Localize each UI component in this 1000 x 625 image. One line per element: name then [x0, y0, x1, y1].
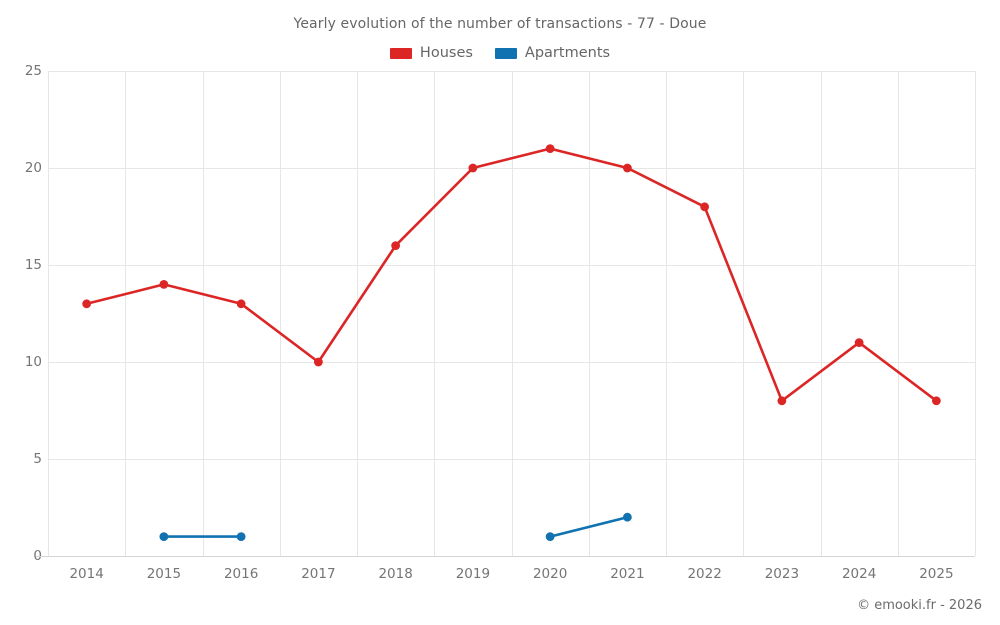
gridline-vertical [666, 71, 667, 556]
chart-legend: Houses Apartments [0, 45, 1000, 61]
x-axis-line [36, 556, 975, 557]
x-axis-tick-label: 2018 [378, 566, 413, 582]
x-axis-tick-label: 2016 [223, 566, 259, 582]
plot-area [48, 71, 976, 557]
chart-title: Yearly evolution of the number of transa… [293, 16, 707, 32]
x-axis-tick-label: 2021 [610, 566, 645, 582]
gridline-vertical [202, 71, 204, 556]
x-axis-tick-label: 2024 [841, 566, 877, 582]
copyright-footer: © emooki.fr - 2026 [857, 598, 982, 613]
x-axis-tick-label: 2017 [301, 566, 336, 582]
gridline-vertical [897, 71, 899, 556]
gridline-vertical [511, 71, 513, 556]
x-axis-tick-label: 2020 [532, 566, 568, 582]
legend-swatch-apartments [494, 47, 517, 59]
gridline-vertical [820, 71, 822, 556]
gridline-vertical [279, 71, 281, 556]
gridline-vertical [357, 71, 358, 556]
gridline-vertical [48, 71, 49, 556]
legend-label: Apartments [524, 45, 611, 61]
y-axis-tick-label: 15 [24, 257, 42, 273]
y-axis-tick-label: 5 [33, 451, 42, 467]
x-axis-tick-label: 2014 [69, 566, 104, 582]
x-axis-tick-label: 2022 [687, 566, 722, 582]
legend-label: Houses [419, 45, 473, 61]
legend-item-houses[interactable]: Houses [389, 45, 473, 61]
x-axis-tick-label: 2019 [455, 566, 491, 582]
y-axis: 0 5 10 15 20 25 [0, 0, 42, 625]
x-axis-tick-label: 2015 [146, 566, 182, 582]
x-axis-tick-label: 2023 [764, 566, 800, 582]
gridline-vertical [588, 71, 590, 556]
y-axis-tick-label: 20 [24, 160, 42, 176]
gridline-vertical [743, 71, 745, 556]
y-axis-tick-label: 10 [24, 354, 42, 370]
gridline-vertical [125, 71, 127, 556]
legend-swatch-houses [389, 47, 412, 59]
gridline-vertical [434, 71, 436, 556]
legend-item-apartments[interactable]: Apartments [494, 45, 611, 61]
y-axis-tick-label: 25 [24, 63, 42, 79]
gridline-vertical [975, 71, 976, 556]
x-axis-tick-label: 2025 [919, 566, 954, 582]
